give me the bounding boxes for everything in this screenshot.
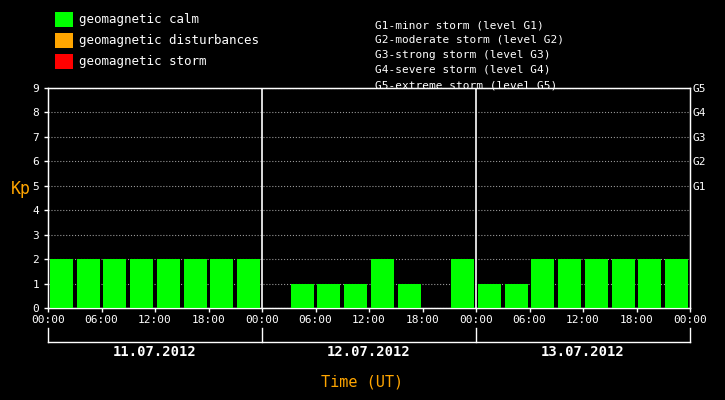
Text: G2-moderate storm (level G2): G2-moderate storm (level G2) (375, 35, 564, 45)
Text: G4-severe storm (level G4): G4-severe storm (level G4) (375, 65, 550, 75)
Text: Time (UT): Time (UT) (321, 374, 404, 390)
Bar (344, 284, 368, 308)
Bar (183, 259, 207, 308)
Bar (210, 259, 233, 308)
Bar (665, 259, 688, 308)
Bar (370, 259, 394, 308)
Text: geomagnetic calm: geomagnetic calm (79, 13, 199, 26)
Bar (130, 259, 153, 308)
Bar (50, 259, 73, 308)
Bar (585, 259, 608, 308)
Text: G3-strong storm (level G3): G3-strong storm (level G3) (375, 50, 550, 60)
Text: geomagnetic disturbances: geomagnetic disturbances (79, 34, 259, 47)
Bar (77, 259, 100, 308)
Text: 12.07.2012: 12.07.2012 (327, 345, 411, 359)
Text: 11.07.2012: 11.07.2012 (113, 345, 197, 359)
Bar (157, 259, 180, 308)
Bar (505, 284, 528, 308)
Bar (531, 259, 555, 308)
Bar (291, 284, 314, 308)
Text: 13.07.2012: 13.07.2012 (541, 345, 625, 359)
Text: G1-minor storm (level G1): G1-minor storm (level G1) (375, 20, 544, 30)
Bar (611, 259, 634, 308)
Bar (318, 284, 341, 308)
Bar (103, 259, 126, 308)
Bar (478, 284, 501, 308)
Bar (397, 284, 420, 308)
Text: G5-extreme storm (level G5): G5-extreme storm (level G5) (375, 80, 558, 90)
Bar (638, 259, 661, 308)
Text: geomagnetic storm: geomagnetic storm (79, 55, 207, 68)
Bar (237, 259, 260, 308)
Bar (558, 259, 581, 308)
Y-axis label: Kp: Kp (11, 180, 31, 198)
Bar (451, 259, 474, 308)
